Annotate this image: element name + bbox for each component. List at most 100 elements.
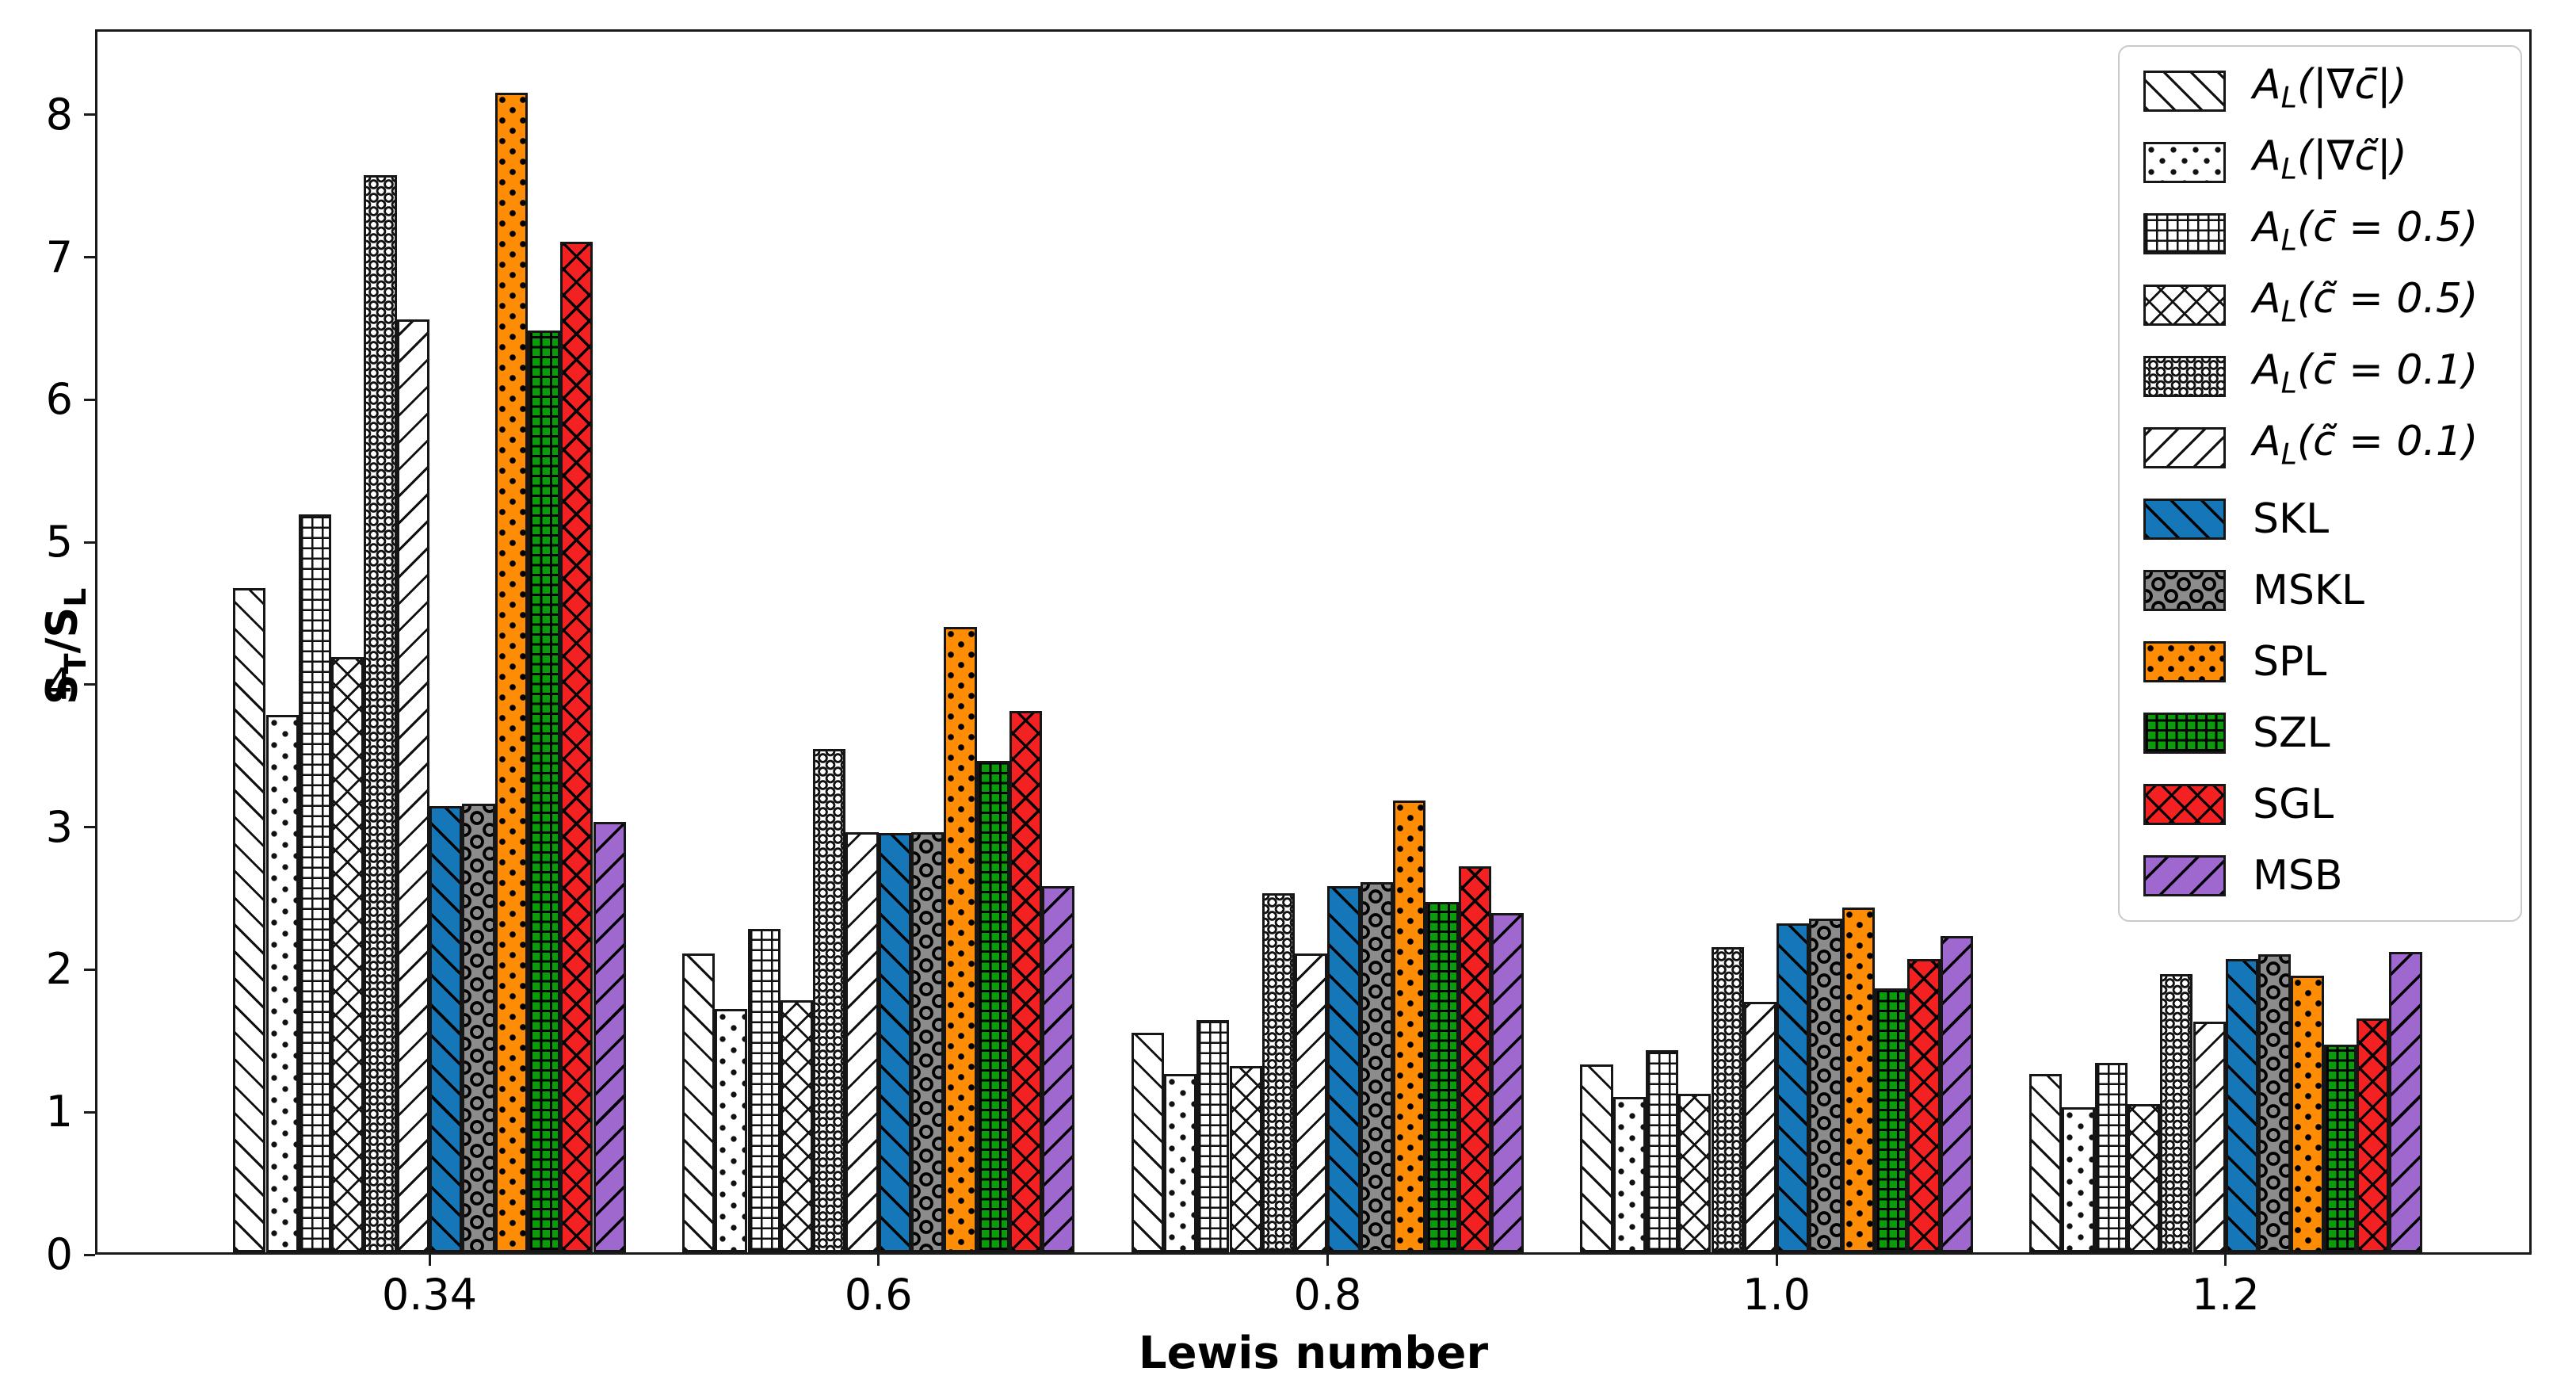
y-tick-mark — [84, 398, 95, 401]
y-tick-mark — [84, 968, 95, 971]
legend-item-alc01: AL(c̄ = 0.1) — [2143, 348, 2497, 400]
legend-label: MSKL — [2253, 567, 2364, 614]
bar-mskl-0.8 — [1360, 881, 1393, 1252]
x-tick-mark — [877, 1255, 880, 1266]
legend-item-msb: MSB — [2143, 852, 2497, 900]
bar-alc05-0.8 — [1229, 1065, 1262, 1252]
legend-item-alc05: AL(c̄ = 0.5) — [2143, 205, 2497, 258]
bar-sgl-1.2 — [2357, 1018, 2390, 1252]
x-tick-mark — [1775, 1255, 1778, 1266]
legend-label: AL(c̃ = 0.1) — [2253, 417, 2479, 472]
legend-swatch — [2143, 499, 2226, 540]
bar-sgl-1.0 — [1907, 958, 1941, 1252]
legend-item-alc: AL(|∇c̃|) — [2143, 134, 2497, 186]
x-tick-label: 1.0 — [1742, 1270, 1811, 1320]
bar-alc05-1.0 — [1645, 1049, 1679, 1252]
bar-alc01-1.0 — [1743, 1001, 1777, 1252]
bar-msb-1.0 — [1940, 935, 1973, 1252]
x-tick-label: 0.34 — [381, 1270, 478, 1320]
legend-item-szl: SZL — [2143, 709, 2497, 757]
legend-label: AL(c̃ = 0.5) — [2253, 274, 2479, 329]
bar-mskl-1.0 — [1809, 919, 1842, 1252]
bar-alc05-0.34 — [331, 656, 364, 1252]
legend-label: SPL — [2253, 638, 2327, 686]
legend-item-skl: SKL — [2143, 495, 2497, 543]
y-tick-label: 3 — [45, 801, 73, 852]
legend-label: AL(|∇c̃|) — [2253, 132, 2407, 186]
bar-alc01-0.6 — [813, 749, 846, 1252]
legend-label: AL(c̄ = 0.5) — [2253, 203, 2479, 258]
legend-label: AL(c̄ = 0.1) — [2253, 346, 2479, 400]
bar-spl-0.34 — [494, 92, 528, 1252]
x-axis-title: Lewis number — [1138, 1328, 1489, 1379]
bar-spl-1.0 — [1841, 907, 1875, 1252]
y-tick-mark — [84, 256, 95, 259]
bar-szl-1.0 — [1875, 988, 1908, 1252]
bar-msb-0.6 — [1042, 886, 1075, 1252]
bar-szl-0.6 — [976, 760, 1009, 1252]
bar-szl-0.8 — [1425, 901, 1459, 1252]
bar-spl-0.6 — [944, 626, 977, 1252]
y-tick-label: 7 — [45, 231, 73, 282]
bar-sgl-0.8 — [1458, 866, 1491, 1252]
y-tick-mark — [84, 113, 95, 117]
bar-alc05-0.34 — [298, 514, 332, 1252]
legend-item-spl: SPL — [2143, 638, 2497, 686]
legend-item-alc: AL(|∇c̄|) — [2143, 63, 2497, 115]
legend-swatch — [2143, 713, 2226, 754]
bar-sgl-0.6 — [1009, 710, 1043, 1252]
bar-alc05-1.2 — [2094, 1062, 2128, 1252]
legend-swatch — [2143, 855, 2226, 896]
bar-alc05-1.2 — [2127, 1104, 2161, 1252]
legend-item-alc01: AL(c̃ = 0.1) — [2143, 419, 2497, 472]
bar-alc01-1.2 — [2192, 1021, 2226, 1252]
bar-alc01-0.8 — [1295, 953, 1328, 1252]
y-tick-mark — [84, 683, 95, 686]
bar-spl-0.8 — [1393, 801, 1426, 1252]
bar-mskl-0.6 — [911, 831, 945, 1252]
y-tick-label: 0 — [45, 1229, 73, 1279]
bar-skl-0.8 — [1327, 886, 1361, 1252]
legend-swatch — [2143, 213, 2226, 254]
y-tick-label: 2 — [45, 944, 73, 995]
bar-alc01-0.34 — [396, 319, 429, 1252]
bar-msb-1.2 — [2389, 951, 2422, 1252]
x-tick-label: 1.2 — [2191, 1270, 2260, 1320]
bar-spl-1.2 — [2291, 976, 2324, 1252]
bar-alc01-0.8 — [1261, 893, 1296, 1252]
legend-swatch — [2143, 142, 2226, 183]
bar-alc05-0.6 — [747, 928, 780, 1252]
legend-swatch — [2143, 641, 2226, 682]
bar-alc-0.6 — [715, 1008, 748, 1252]
bar-alc01-1.2 — [2160, 974, 2193, 1252]
x-tick-mark — [1326, 1255, 1329, 1266]
bar-skl-0.34 — [429, 806, 463, 1252]
bar-alc01-0.34 — [364, 174, 397, 1252]
legend-swatch — [2143, 71, 2226, 112]
y-tick-mark — [84, 541, 95, 544]
bar-alc05-0.8 — [1196, 1019, 1230, 1252]
bar-alc01-1.0 — [1711, 947, 1744, 1252]
legend-label: SGL — [2253, 781, 2334, 828]
legend-label: SZL — [2253, 709, 2330, 757]
x-tick-mark — [428, 1255, 431, 1266]
legend-label: MSB — [2253, 852, 2343, 900]
y-tick-label: 5 — [45, 517, 73, 567]
x-tick-label: 0.8 — [1293, 1270, 1362, 1320]
bar-alc-0.34 — [265, 715, 299, 1252]
legend-item-alc05: AL(c̃ = 0.5) — [2143, 277, 2497, 329]
y-tick-label: 1 — [45, 1087, 73, 1137]
legend: AL(|∇c̄|) AL(|∇c̃|) AL(c̄ = 0.5) AL(c̃ = 0.… — [2118, 45, 2522, 922]
bar-alc-0.6 — [681, 953, 716, 1252]
bar-szl-0.34 — [527, 330, 561, 1252]
bar-sgl-0.34 — [560, 242, 593, 1252]
bar-alc-0.8 — [1131, 1033, 1164, 1252]
y-tick-label: 8 — [45, 89, 73, 139]
bar-skl-1.0 — [1776, 923, 1810, 1252]
legend-swatch — [2143, 356, 2226, 397]
bar-msb-0.8 — [1490, 913, 1525, 1252]
legend-item-sgl: SGL — [2143, 781, 2497, 828]
y-tick-mark — [84, 1110, 95, 1114]
legend-swatch — [2143, 427, 2226, 468]
bar-alc-1.0 — [1612, 1097, 1646, 1252]
